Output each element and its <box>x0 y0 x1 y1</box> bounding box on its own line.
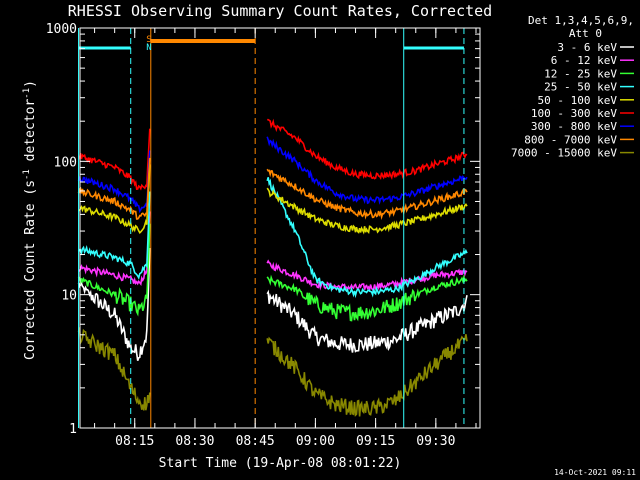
series-line-5 <box>78 164 468 235</box>
legend-label-8: 800 - 7000 keV <box>524 133 617 146</box>
series-line-6 <box>77 118 468 191</box>
legend-label-1: 3 - 6 keV <box>557 41 617 54</box>
legend-title-line-1: Det 1,3,4,5,6,9, <box>528 14 634 27</box>
legend-title-line-2: Att 0 <box>569 27 602 40</box>
y-axis-label-end: ) <box>23 80 38 88</box>
y-axis-label-sup1: -1 <box>22 169 32 180</box>
x-axis-label: Start Time (19-Apr-08 08:01:22) <box>159 456 402 471</box>
legend-label-9: 7000 - 15000 keV <box>511 147 617 160</box>
x-tick-label-2: 08:30 <box>175 434 214 449</box>
legend-label-3: 12 - 25 keV <box>544 67 617 80</box>
legend-label-7: 300 - 800 keV <box>531 120 617 133</box>
y-tick-label-4: 1000 <box>46 22 77 37</box>
series-line-1 <box>77 247 468 361</box>
flag-label-n: N <box>146 43 151 53</box>
x-tick-label-4: 09:00 <box>296 434 335 449</box>
y-tick-label-1: 1 <box>69 422 77 437</box>
y-axis-label-mid: detector <box>23 99 38 170</box>
y-axis-label-sup2: -1 <box>22 88 32 99</box>
plot-area: SN 1 10 100 1000 08:15 08:30 08:45 09:00 09:15 09:… <box>46 22 481 449</box>
y-tick-label-2: 10 <box>61 289 77 304</box>
x-tick-label-6: 09:30 <box>416 434 455 449</box>
flag-label-s: S <box>146 35 151 45</box>
legend-label-4: 25 - 50 keV <box>544 81 617 94</box>
y-axis-label-main: Corrected Count Rate (s <box>23 180 38 360</box>
series-line-4 <box>77 177 468 299</box>
series-line-9 <box>77 327 468 417</box>
x-tick-label-1: 08:15 <box>115 434 154 449</box>
series-line-2 <box>77 211 468 293</box>
chart-title: RHESSI Observing Summary Count Rates, Co… <box>68 2 492 20</box>
legend-label-5: 50 - 100 keV <box>538 94 618 107</box>
x-tick-label-3: 08:45 <box>236 434 275 449</box>
y-tick-label-3: 100 <box>54 155 77 170</box>
legend-label-6: 100 - 300 keV <box>531 107 617 120</box>
y-axis-label: Corrected Count Rate (s-1 detector-1) <box>22 80 38 360</box>
series-line-8 <box>77 157 468 220</box>
series-line-3 <box>77 223 468 322</box>
legend-label-2: 6 - 12 keV <box>551 54 618 67</box>
plot-frame <box>79 27 481 429</box>
series-line-7 <box>77 136 468 214</box>
x-tick-label-5: 09:15 <box>356 434 395 449</box>
timestamp: 14-Oct-2021 09:11 <box>554 468 636 477</box>
